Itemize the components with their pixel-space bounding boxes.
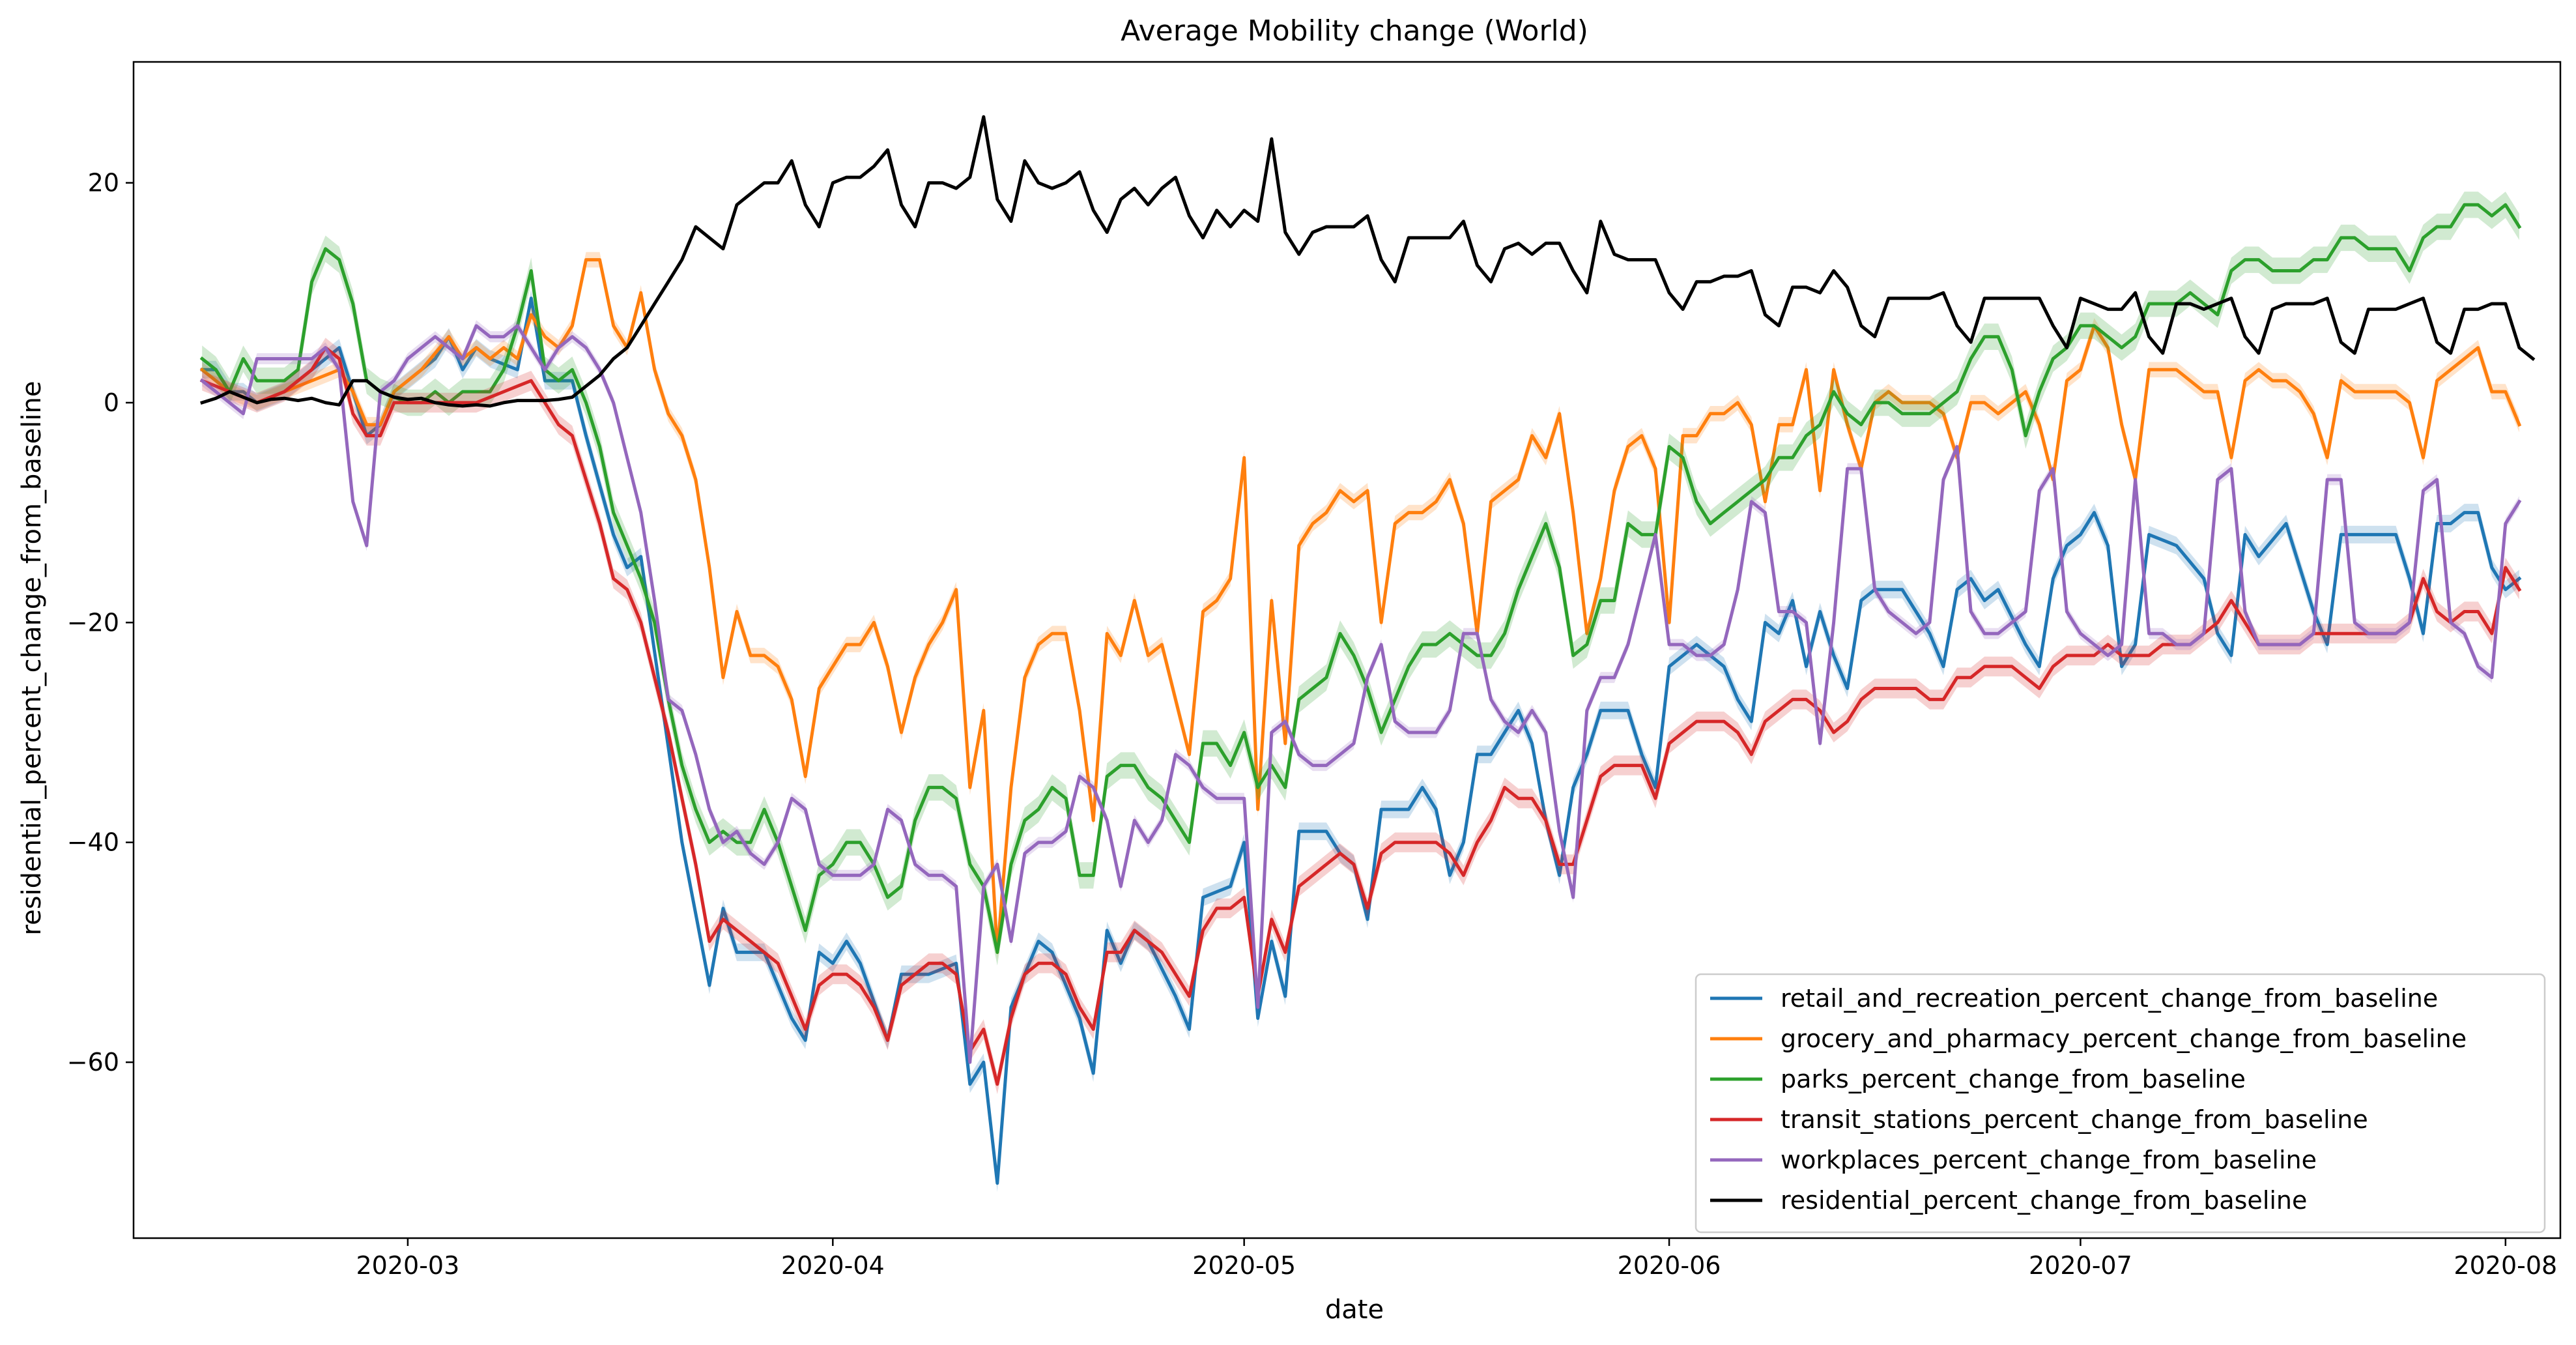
confidence-band-parks (202, 192, 2519, 966)
legend-label-transit-stations: transit_stations_percent_change_from_bas… (1781, 1105, 2368, 1134)
plot-area (132, 61, 2562, 1239)
x-tick-label: 2020-08 (2454, 1251, 2557, 1280)
series-line-parks (199, 203, 2522, 954)
chart-title: Average Mobility change (World) (1121, 14, 1588, 48)
series-line-residential (200, 115, 2536, 408)
x-tick-label: 2020-04 (781, 1251, 885, 1280)
legend-box (1695, 973, 2546, 1234)
series-line-workplaces (199, 324, 2522, 1064)
x-tick-label: 2020-05 (1192, 1251, 1296, 1280)
y-tick-label: 0 (104, 388, 119, 417)
plot-frame (132, 61, 2562, 1239)
y-axis-label: residential_percent_change_from_baseline (17, 381, 47, 936)
series-line-retail-and-recreation (200, 296, 2522, 1185)
y-axis: 20 0 −20 −40 −60 (67, 169, 134, 1077)
series-line-grocery-and-pharmacy (199, 258, 2522, 954)
legend-label-parks: parks_percent_change_from_baseline (1781, 1065, 2246, 1093)
legend-label-residential: residential_percent_change_from_baseline (1781, 1186, 2307, 1215)
x-tick-label: 2020-07 (2029, 1251, 2132, 1280)
series-line-transit-stations (199, 346, 2522, 1086)
legend: retail_and_recreation_percent_change_fro… (1695, 973, 2546, 1234)
x-axis-label: date (1325, 1295, 1384, 1325)
y-tick-label: −40 (67, 828, 119, 857)
legend-label-retail-and-recreation: retail_and_recreation_percent_change_fro… (1781, 984, 2438, 1013)
y-tick-label: −60 (67, 1048, 119, 1077)
legend-label-workplaces: workplaces_percent_change_from_baseline (1781, 1146, 2317, 1174)
legend-label-grocery-and-pharmacy: grocery_and_pharmacy_percent_change_from… (1781, 1024, 2467, 1053)
x-tick-label: 2020-06 (1618, 1251, 1721, 1280)
series-group (199, 115, 2536, 1193)
y-tick-label: −20 (67, 608, 119, 637)
x-tick-label: 2020-03 (356, 1251, 460, 1280)
x-axis: 2020-03 2020-04 2020-05 2020-06 2020-07 2020-… (356, 1238, 2557, 1280)
y-tick-label: 20 (88, 169, 119, 197)
